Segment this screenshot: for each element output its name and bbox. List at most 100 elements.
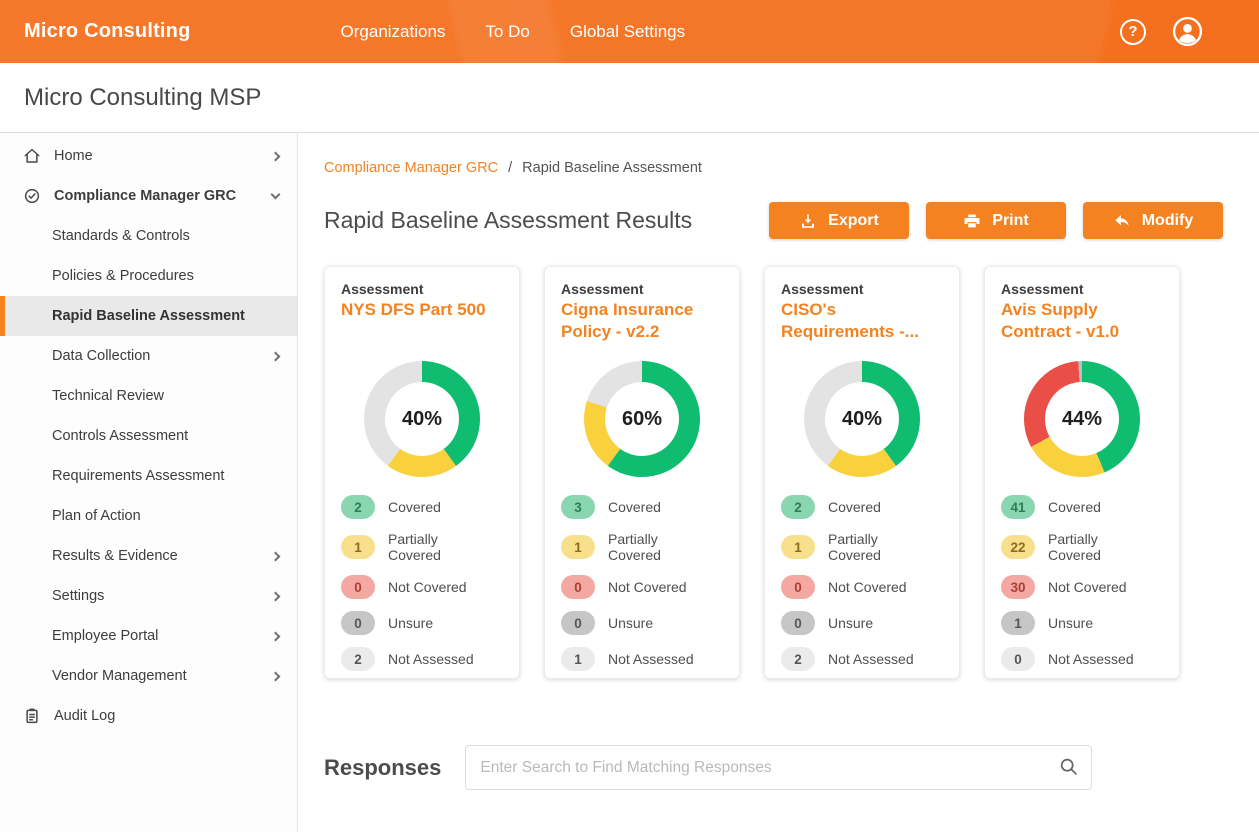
assessment-title[interactable]: Avis Supply Contract - v1.0 bbox=[1001, 300, 1120, 342]
print-button[interactable]: Print bbox=[926, 202, 1066, 239]
sidebar-item-label: Results & Evidence bbox=[52, 548, 178, 564]
export-button[interactable]: Export bbox=[769, 202, 909, 239]
sidebar-item-home[interactable]: Home bbox=[0, 136, 297, 176]
breadcrumb: Compliance Manager GRC / Rapid Baseline … bbox=[324, 160, 1223, 176]
stat-count-badge: 3 bbox=[561, 495, 595, 519]
sidebar-item-results-evidence[interactable]: Results & Evidence bbox=[0, 536, 297, 576]
stat-row: 2 Not Assessed bbox=[341, 647, 503, 672]
responses-title: Responses bbox=[324, 754, 442, 780]
sidebar-item-data-collection[interactable]: Data Collection bbox=[0, 336, 297, 376]
topbar-icons: ? bbox=[1120, 16, 1259, 47]
sidebar-item-policies-procedures[interactable]: Policies & Procedures bbox=[0, 256, 297, 296]
stat-label: Not Covered bbox=[388, 579, 467, 596]
undo-icon bbox=[1113, 212, 1131, 230]
stat-count-badge: 0 bbox=[561, 575, 595, 600]
sidebar-item-controls-assessment[interactable]: Controls Assessment bbox=[0, 416, 297, 456]
assessment-title[interactable]: NYS DFS Part 500 bbox=[341, 300, 486, 319]
stat-count-badge: 0 bbox=[561, 611, 595, 636]
sidebar-item-plan-of-action[interactable]: Plan of Action bbox=[0, 496, 297, 536]
stat-count-badge: 1 bbox=[561, 535, 595, 560]
sidebar-item-label: Technical Review bbox=[52, 388, 165, 404]
stat-count-badge: 30 bbox=[1001, 575, 1035, 600]
sidebar-item-compliance-manager-grc[interactable]: Compliance Manager GRC bbox=[0, 176, 297, 216]
donut-hole: 44% bbox=[1045, 382, 1119, 456]
stat-label: Unsure bbox=[1048, 615, 1094, 632]
donut-percent-label: 60% bbox=[621, 407, 663, 430]
stat-label: Partially Covered bbox=[1048, 531, 1101, 564]
brand-logo[interactable]: Micro Consulting bbox=[24, 20, 191, 42]
user-account-icon[interactable] bbox=[1172, 16, 1203, 47]
breadcrumb-parent-link[interactable]: Compliance Manager GRC bbox=[324, 160, 499, 176]
donut-chart: 44% bbox=[1024, 361, 1140, 477]
check-circle-icon bbox=[23, 187, 41, 205]
stats-list: 41 Covered 22 Partially Covered 30 Not C… bbox=[1001, 495, 1163, 672]
sidebar-item-standards-controls[interactable]: Standards & Controls bbox=[0, 216, 297, 256]
stat-label: Unsure bbox=[608, 615, 654, 632]
stat-label: Not Assessed bbox=[1048, 651, 1134, 668]
sidebar-item-vendor-management[interactable]: Vendor Management bbox=[0, 656, 297, 696]
sidebar-item-audit-log[interactable]: Audit Log bbox=[0, 696, 297, 736]
stat-label: Unsure bbox=[828, 615, 874, 632]
print-button-label: Print bbox=[992, 211, 1029, 229]
home-icon bbox=[23, 147, 41, 165]
modify-button-label: Modify bbox=[1141, 211, 1194, 229]
stat-row: 0 Unsure bbox=[561, 611, 723, 636]
stat-label: Not Covered bbox=[1048, 579, 1127, 596]
responses-search bbox=[465, 745, 1093, 790]
stat-count-badge: 1 bbox=[781, 535, 815, 560]
donut-chart: 40% bbox=[364, 361, 480, 477]
breadcrumb-current: Rapid Baseline Assessment bbox=[522, 160, 702, 176]
sidebar-item-label: Policies & Procedures bbox=[52, 268, 194, 284]
stat-count-badge: 1 bbox=[1001, 611, 1035, 636]
sidebar-item-employee-portal[interactable]: Employee Portal bbox=[0, 616, 297, 656]
stat-row: 1 Partially Covered bbox=[341, 531, 503, 563]
assessment-card: Assessment Avis Supply Contract - v1.0 4… bbox=[984, 266, 1180, 679]
card-assessment-label: Assessment bbox=[561, 281, 644, 297]
stat-label: Unsure bbox=[388, 615, 434, 632]
audit-icon bbox=[23, 707, 41, 725]
donut-percent-label: 44% bbox=[1061, 407, 1103, 430]
nav-global-settings[interactable]: Global Settings bbox=[569, 21, 686, 41]
stat-row: 0 Not Assessed bbox=[1001, 647, 1163, 672]
nav-to-do[interactable]: To Do bbox=[485, 21, 530, 41]
modify-button[interactable]: Modify bbox=[1083, 202, 1223, 239]
donut-percent-label: 40% bbox=[841, 407, 883, 430]
sidebar-nav: Home Compliance Manager GRC Standards & Co… bbox=[0, 136, 297, 736]
stat-count-badge: 41 bbox=[1001, 495, 1035, 519]
stat-row: 0 Not Covered bbox=[341, 575, 503, 600]
chevron-down-icon bbox=[270, 189, 281, 199]
stats-list: 2 Covered 1 Partially Covered 0 Not Cove… bbox=[781, 495, 943, 672]
stat-count-badge: 22 bbox=[1001, 535, 1035, 560]
assessment-card: Assessment NYS DFS Part 500 40% 2 Covere… bbox=[324, 266, 520, 679]
stat-row: 3 Covered bbox=[561, 495, 723, 519]
sidebar: Home Compliance Manager GRC Standards & Co… bbox=[0, 133, 298, 832]
stat-row: 1 Partially Covered bbox=[781, 531, 943, 563]
assessment-title[interactable]: CISO's Requirements -... bbox=[781, 300, 919, 342]
assessment-card: Assessment CISO's Requirements -... 40% … bbox=[764, 266, 960, 679]
donut-percent-label: 40% bbox=[401, 407, 443, 430]
nav-organizations[interactable]: Organizations bbox=[340, 21, 446, 41]
sidebar-item-rapid-baseline-assessment[interactable]: Rapid Baseline Assessment bbox=[0, 296, 297, 336]
assessment-title[interactable]: Cigna Insurance Policy - v2.2 bbox=[561, 300, 694, 342]
sidebar-item-settings[interactable]: Settings bbox=[0, 576, 297, 616]
search-icon[interactable] bbox=[1058, 756, 1079, 777]
stat-row: 0 Not Covered bbox=[781, 575, 943, 600]
sidebar-item-requirements-assessment[interactable]: Requirements Assessment bbox=[0, 456, 297, 496]
donut-chart: 40% bbox=[804, 361, 920, 477]
sidebar-item-technical-review[interactable]: Technical Review bbox=[0, 376, 297, 416]
chevron-right-icon bbox=[270, 351, 281, 361]
export-button-label: Export bbox=[828, 211, 879, 229]
donut-hole: 40% bbox=[385, 382, 459, 456]
help-icon[interactable]: ? bbox=[1120, 18, 1146, 45]
donut-chart: 60% bbox=[584, 361, 700, 477]
sidebar-item-label: Home bbox=[54, 148, 93, 164]
topbar: Micro Consulting Organizations To Do Glo… bbox=[0, 0, 1259, 63]
stat-row: 22 Partially Covered bbox=[1001, 531, 1163, 563]
stat-count-badge: 2 bbox=[781, 647, 815, 672]
stat-row: 2 Not Assessed bbox=[781, 647, 943, 672]
stats-list: 3 Covered 1 Partially Covered 0 Not Cove… bbox=[561, 495, 723, 672]
sidebar-item-label: Data Collection bbox=[52, 348, 151, 364]
responses-search-input[interactable] bbox=[465, 745, 1093, 790]
donut-hole: 60% bbox=[605, 382, 679, 456]
chevron-right-icon bbox=[270, 591, 281, 601]
